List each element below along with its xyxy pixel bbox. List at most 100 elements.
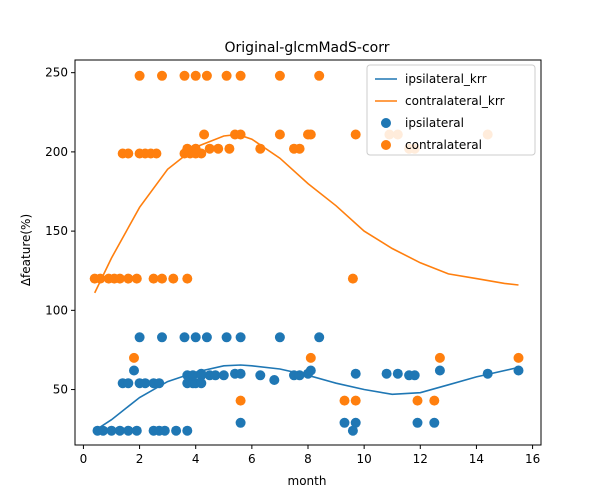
ipsilateral-point: [235, 417, 246, 428]
x-tick-label: 10: [357, 452, 372, 466]
axis-ticks: 0 2 4 6 8 10 12 14 16 50 100 150 200 250: [45, 66, 540, 466]
ipsilateral-point: [218, 370, 229, 381]
ipsilateral-point: [179, 332, 190, 343]
y-tick-label: 150: [45, 224, 68, 238]
ipsilateral-point: [255, 370, 266, 381]
legend-label: contralateral: [405, 138, 482, 152]
ipsilateral-point: [350, 417, 361, 428]
ipsilateral-point: [159, 425, 170, 436]
legend-box: [366, 64, 536, 156]
ipsilateral-point: [305, 365, 316, 376]
ipsilateral-point: [221, 332, 232, 343]
ipsilateral-point: [429, 417, 440, 428]
y-axis-label: Δfeature(%): [19, 214, 33, 286]
ipsilateral-point: [350, 368, 361, 379]
contralateral-point: [190, 70, 201, 81]
ipsilateral-point: [434, 365, 445, 376]
contralateral-point: [314, 70, 325, 81]
contralateral-point: [182, 273, 193, 284]
x-tick-label: 12: [413, 452, 428, 466]
x-tick-label: 8: [304, 452, 312, 466]
contralateral-point: [274, 129, 285, 140]
ipsilateral-point: [269, 375, 280, 385]
x-tick-label: 2: [136, 452, 144, 466]
contralateral-point: [429, 395, 440, 406]
ipsilateral-point: [314, 332, 325, 343]
ipsilateral-point: [235, 368, 246, 379]
contralateral-point: [151, 148, 162, 159]
ipsilateral-point: [123, 378, 134, 389]
ipsilateral-point: [274, 332, 285, 343]
ipsilateral-point: [182, 425, 193, 436]
ipsilateral-point: [114, 425, 125, 436]
ipsilateral-point: [190, 332, 201, 343]
contralateral-point: [201, 70, 212, 81]
contralateral-point: [347, 273, 358, 284]
ipsilateral-point: [106, 425, 117, 436]
ipsilateral-point: [294, 370, 305, 381]
contralateral-point: [157, 70, 167, 81]
contralateral-point: [513, 352, 524, 363]
y-tick-label: 250: [45, 66, 68, 80]
legend: ipsilateral_krr contralateral_krr ipsilate…: [366, 64, 536, 156]
contralateral-point: [123, 273, 134, 284]
ipsilateral-krr-line: [94, 364, 519, 432]
ipsilateral-point: [412, 417, 423, 428]
contralateral-point: [350, 395, 361, 406]
ipsilateral-point: [98, 425, 109, 436]
legend-label: ipsilateral: [405, 116, 464, 130]
contralateral-point: [148, 273, 159, 284]
ipsilateral-point: [196, 378, 207, 389]
contralateral-point: [213, 143, 224, 154]
contralateral-point: [123, 148, 134, 159]
x-tick-label: 0: [80, 452, 88, 466]
ipsilateral-point: [392, 368, 403, 379]
contralateral-point: [129, 352, 139, 363]
ipsilateral-point: [339, 417, 350, 428]
ipsilateral-point: [201, 332, 212, 343]
ipsilateral-point: [140, 378, 151, 389]
contralateral-point: [434, 352, 445, 363]
ipsilateral-point: [409, 370, 420, 381]
contralateral-point: [224, 143, 235, 154]
y-tick-label: 50: [53, 383, 68, 397]
y-tick-label: 100: [45, 303, 68, 317]
legend-label: ipsilateral_krr: [405, 72, 487, 86]
contralateral-point: [134, 70, 145, 81]
contralateral-point: [235, 395, 246, 406]
contralateral-point: [305, 129, 316, 140]
plot-area: [89, 70, 524, 436]
ipsilateral-point: [347, 425, 358, 436]
contralateral-point: [221, 70, 232, 81]
ipsilateral-point: [129, 365, 139, 376]
contralateral-point: [168, 273, 179, 284]
contralateral-point: [235, 70, 246, 81]
ipsilateral-point: [123, 425, 134, 436]
contralateral-point: [274, 70, 285, 81]
legend-marker-swatch: [381, 140, 391, 150]
contralateral-point: [305, 352, 316, 363]
ipsilateral-point: [131, 425, 142, 436]
contralateral-point: [157, 273, 167, 284]
x-axis-label: month: [288, 474, 327, 488]
contralateral-point: [339, 395, 350, 406]
ipsilateral-point: [210, 370, 221, 381]
contralateral-krr-line: [93, 133, 519, 294]
x-tick-label: 4: [192, 452, 200, 466]
x-tick-label: 6: [248, 452, 256, 466]
y-tick-label: 200: [45, 145, 68, 159]
contralateral-point: [294, 143, 305, 154]
x-tick-label: 14: [469, 452, 484, 466]
contralateral-point: [204, 143, 215, 154]
legend-label: contralateral_krr: [405, 94, 505, 108]
ipsilateral-point: [134, 332, 145, 343]
x-tick-label: 16: [525, 452, 540, 466]
ipsilateral-point: [157, 332, 167, 343]
contralateral-point: [131, 273, 142, 284]
ipsilateral-point: [513, 365, 524, 376]
chart-title: Original-glcmMadS-corr: [225, 40, 390, 56]
ipsilateral-point: [171, 425, 182, 436]
legend-marker-swatch: [381, 118, 391, 128]
contralateral-point: [412, 395, 423, 406]
